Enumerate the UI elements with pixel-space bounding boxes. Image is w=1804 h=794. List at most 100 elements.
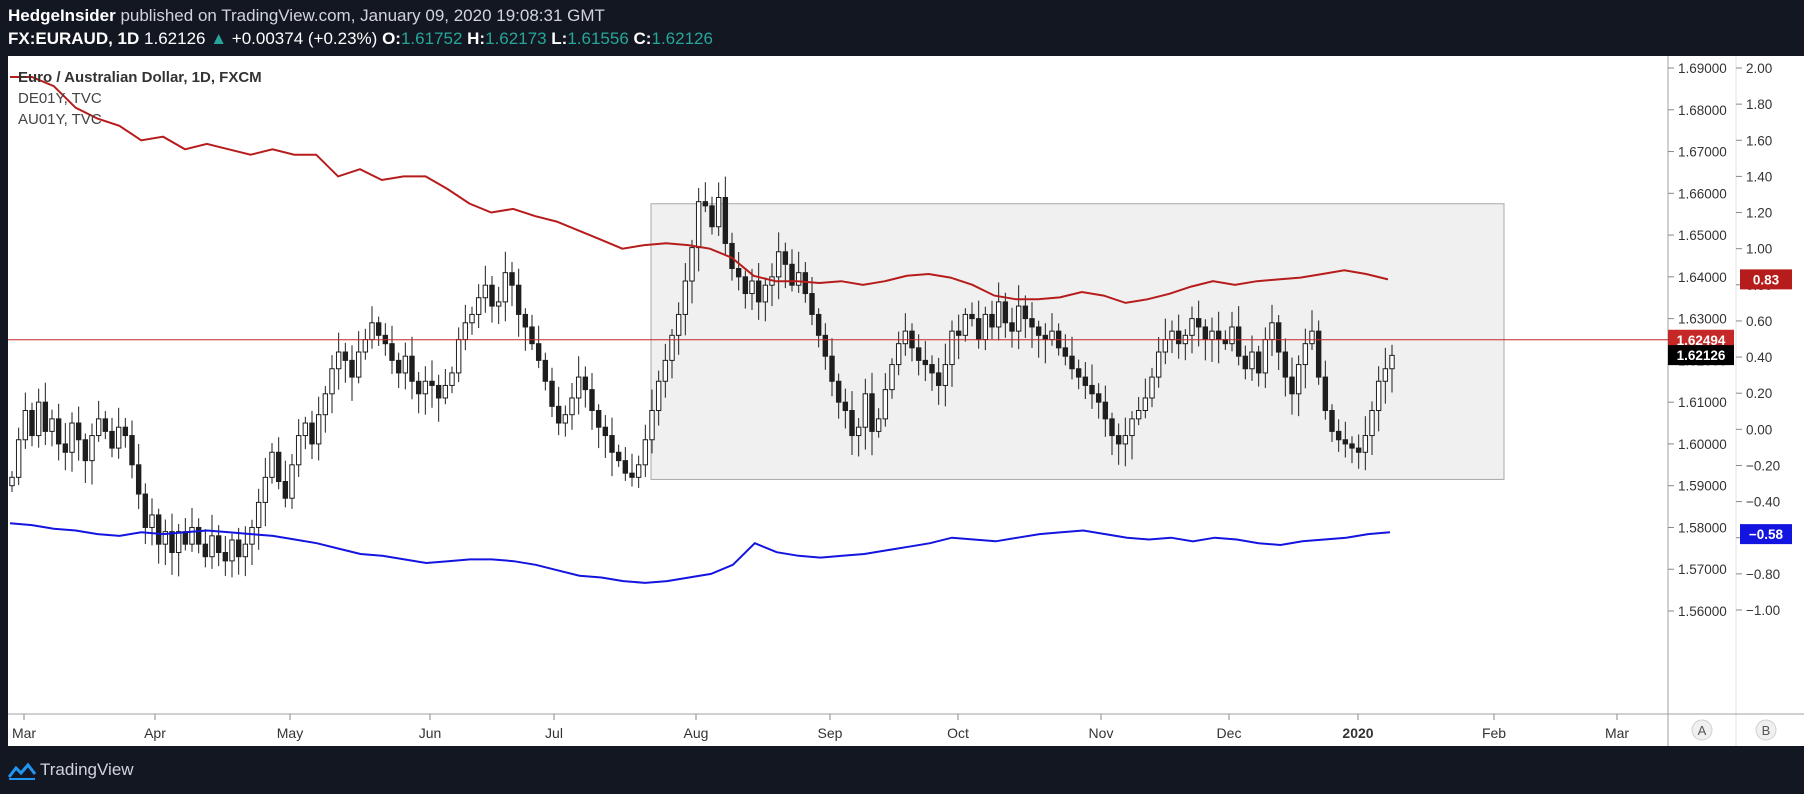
svg-text:A: A [1698, 723, 1707, 738]
candle-body [955, 330, 962, 336]
left-tick-label: 1.67000 [1678, 145, 1727, 160]
left-tick-label: 1.69000 [1678, 61, 1727, 76]
footer-brand[interactable]: TradingView [40, 760, 134, 779]
candle-body [369, 322, 375, 340]
author-name[interactable]: HedgeInsider [8, 6, 116, 25]
symbol-label: FX:EURAUD, 1D [8, 29, 140, 48]
scale-mode-buttons: A B [1691, 719, 1777, 741]
candle-body [1002, 301, 1009, 324]
candle-body [529, 326, 535, 345]
candle-body [129, 435, 135, 466]
legend-de01y[interactable]: DE01Y, TVC [18, 90, 102, 107]
candle-body [1042, 334, 1049, 341]
right-tick-label: −0.20 [1746, 458, 1780, 473]
last-price-badge: 1.62126 [1677, 348, 1726, 363]
candle-body [1349, 443, 1355, 449]
candle-body [702, 201, 709, 207]
candle-body [1049, 330, 1055, 340]
candle-body [575, 376, 582, 399]
left-tick-label: 1.61000 [1678, 395, 1727, 410]
range-rectangle[interactable] [650, 203, 1505, 480]
candle-body [935, 372, 942, 386]
right-tick-label: 1.00 [1746, 242, 1772, 257]
candle-body [262, 476, 269, 503]
candle-body [42, 401, 49, 432]
candle-body [615, 451, 622, 462]
candle-body [1069, 355, 1075, 370]
candle-body [455, 339, 462, 374]
candle-body [649, 410, 655, 441]
candle-body [55, 418, 62, 445]
candle-body [1155, 351, 1162, 378]
tradingview-logo-icon[interactable] [8, 762, 36, 780]
right-tick-label: 2.00 [1746, 61, 1772, 76]
x-tick-label: Nov [1089, 725, 1114, 741]
legend-main[interactable]: Euro / Australian Dollar, 1D, FXCM [18, 69, 262, 86]
candle-body [895, 343, 902, 366]
candle-body [89, 435, 95, 462]
left-tick-label: 1.60000 [1678, 437, 1727, 452]
legend-au01y[interactable]: AU01Y, TVC [18, 111, 102, 128]
left-tick-label: 1.63000 [1678, 312, 1727, 327]
candle-body [495, 301, 502, 307]
candle-body [902, 330, 909, 345]
left-tick-label: 1.66000 [1678, 186, 1727, 201]
candle-body [1362, 435, 1369, 453]
x-tick-label: Feb [1482, 725, 1506, 741]
legend: Euro / Australian Dollar, 1D, FXCM DE01Y… [18, 69, 262, 128]
candle-body [9, 476, 15, 487]
candle-body [249, 526, 255, 545]
candle-body [1115, 435, 1122, 445]
footer: TradingView [0, 746, 1804, 794]
candle-body [409, 355, 415, 382]
candle-body [829, 355, 835, 382]
candle-body [695, 201, 702, 249]
candle-body [489, 284, 495, 307]
candle-body [1089, 384, 1095, 395]
candle-body [1035, 326, 1042, 336]
candle-body [1309, 330, 1315, 345]
x-tick-label: Mar [1605, 725, 1629, 741]
candle-body [1275, 322, 1282, 353]
candle-body [729, 242, 735, 269]
candle-body [942, 364, 949, 386]
candle-body [1142, 397, 1149, 412]
candle-body [835, 380, 842, 403]
candle-body [642, 439, 649, 466]
candle-body [162, 531, 169, 545]
last-price: 1.62126 [144, 29, 206, 48]
candle-body [115, 426, 122, 449]
candle-body [1282, 351, 1289, 378]
candle-body [862, 393, 869, 428]
candle-body [1122, 435, 1129, 445]
candle-body [782, 251, 789, 265]
x-tick-label: Sep [818, 725, 843, 741]
candle-body [1382, 368, 1389, 382]
candle-body [682, 280, 689, 315]
candle-body [462, 322, 469, 340]
low-value: 1.61556 [567, 29, 629, 48]
candle-body [375, 322, 382, 336]
candle-body [809, 293, 815, 315]
candle-body [1169, 330, 1175, 340]
candle-body [582, 376, 589, 391]
candle-body [1209, 330, 1215, 340]
candle-body [802, 272, 809, 295]
candle-body [815, 313, 822, 336]
left-tick-label: 1.58000 [1678, 520, 1727, 535]
scale-b-button[interactable] [1755, 719, 1777, 741]
auto-scale-button[interactable] [1691, 719, 1713, 741]
right-tick-label: −0.40 [1746, 495, 1780, 510]
candle-body [1109, 418, 1115, 437]
candle-body [155, 514, 162, 545]
candle-body [22, 410, 29, 441]
candle-body [189, 526, 195, 545]
candle-body [975, 318, 982, 341]
candle-body [995, 301, 1002, 328]
price-chart[interactable]: 1.69000 1.68000 1.67000 1.66000 1.65000 1.640… [0, 56, 1804, 746]
candle-body [1289, 376, 1295, 395]
candle-body [962, 313, 969, 336]
last-price-badge-bg [1668, 345, 1734, 366]
candle-body [1135, 410, 1142, 420]
